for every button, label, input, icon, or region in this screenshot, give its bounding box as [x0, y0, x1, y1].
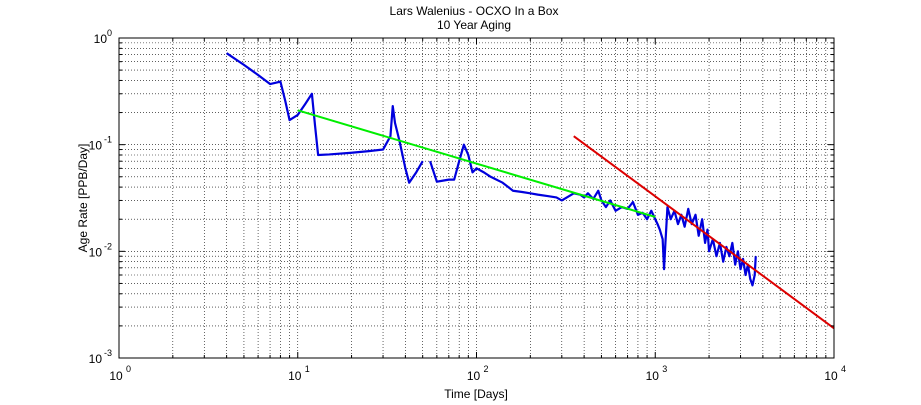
x-tick-label: 10 — [824, 369, 838, 383]
x-tick-label: 10 — [288, 369, 302, 383]
grid-lines — [119, 38, 834, 358]
chart-title: Lars Walenius - OCXO In a Box — [390, 4, 559, 18]
x-tick-label: 10 — [109, 369, 123, 383]
y-tick-label: 10 — [94, 32, 108, 46]
x-tick-exponent: 3 — [662, 364, 667, 374]
y-tick-exponent: -1 — [104, 135, 112, 145]
x-axis-label: Time [Days] — [444, 387, 508, 401]
late-trend-line — [573, 135, 835, 330]
x-tick-exponent: 1 — [305, 364, 310, 374]
x-tick-exponent: 2 — [484, 364, 489, 374]
x-tick-labels: 10 0 10 1 10 2 10 3 10 4 — [109, 364, 846, 383]
x-tick-label: 10 — [646, 369, 660, 383]
axis-ticks — [118, 38, 834, 359]
chart-subtitle: 10 Year Aging — [437, 18, 511, 32]
series-layer — [226, 52, 835, 330]
x-tick-label: 10 — [467, 369, 481, 383]
y-axis-label: Age Rate [PPB/Day] — [76, 144, 90, 253]
x-tick-exponent: 4 — [841, 364, 846, 374]
early-trend-line — [297, 109, 656, 218]
x-tick-exponent: 0 — [126, 364, 131, 374]
y-tick-label: 10 — [89, 352, 103, 366]
y-tick-exponent: -3 — [104, 348, 112, 358]
y-tick-labels: 010-110-210-310 — [89, 28, 112, 366]
y-tick-exponent: 0 — [107, 28, 112, 38]
y-tick-label: 10 — [89, 139, 103, 153]
y-tick-exponent: -2 — [104, 241, 112, 251]
y-tick-label: 10 — [89, 245, 103, 259]
